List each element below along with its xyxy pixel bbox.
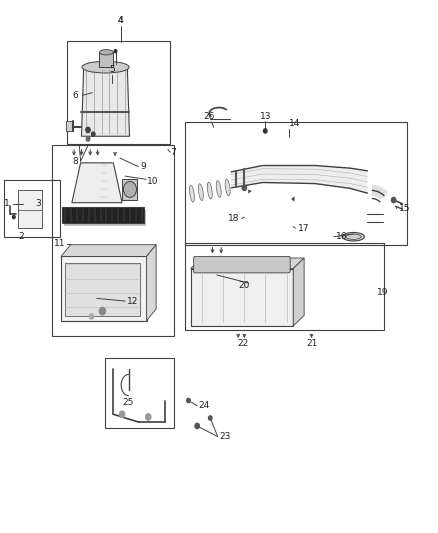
Text: 14: 14 <box>289 119 300 128</box>
Polygon shape <box>248 189 252 193</box>
Circle shape <box>187 398 190 402</box>
Ellipse shape <box>82 61 129 73</box>
Bar <box>122 179 138 200</box>
Bar <box>65 263 140 317</box>
Bar <box>67 41 170 144</box>
Polygon shape <box>191 258 304 269</box>
Ellipse shape <box>190 185 194 202</box>
Ellipse shape <box>198 184 203 200</box>
Bar <box>18 190 42 228</box>
Bar <box>191 269 293 326</box>
Polygon shape <box>291 196 294 201</box>
Polygon shape <box>81 67 130 136</box>
Ellipse shape <box>343 232 364 241</box>
Bar <box>62 207 144 223</box>
Ellipse shape <box>225 179 230 196</box>
Circle shape <box>208 416 212 420</box>
Circle shape <box>195 423 199 429</box>
Bar <box>185 243 384 330</box>
Text: 1: 1 <box>4 199 10 208</box>
FancyBboxPatch shape <box>194 256 290 273</box>
Text: 5: 5 <box>109 66 115 74</box>
Polygon shape <box>72 163 122 203</box>
Circle shape <box>89 314 94 319</box>
Text: 4: 4 <box>118 17 124 26</box>
Bar <box>66 122 73 131</box>
Text: 11: 11 <box>54 239 65 248</box>
Circle shape <box>242 185 247 190</box>
Circle shape <box>12 215 15 219</box>
Text: 26: 26 <box>204 112 215 121</box>
Ellipse shape <box>99 50 113 55</box>
Circle shape <box>120 411 125 417</box>
Text: 3: 3 <box>35 199 41 208</box>
Text: 4: 4 <box>118 17 124 26</box>
Text: 8: 8 <box>73 157 78 166</box>
Ellipse shape <box>216 181 221 197</box>
Text: 24: 24 <box>198 401 209 410</box>
Circle shape <box>264 129 267 133</box>
Bar <box>185 122 407 245</box>
Bar <box>61 256 147 321</box>
Circle shape <box>114 50 117 53</box>
Circle shape <box>99 308 106 315</box>
Text: 19: 19 <box>377 287 389 296</box>
Text: 7: 7 <box>170 148 176 157</box>
Polygon shape <box>147 245 156 321</box>
Text: 22: 22 <box>238 338 249 348</box>
Circle shape <box>86 127 90 133</box>
Text: 20: 20 <box>239 281 250 290</box>
Text: 18: 18 <box>228 214 240 223</box>
Bar <box>106 359 174 427</box>
Polygon shape <box>231 165 367 193</box>
Bar <box>4 180 60 237</box>
Text: 25: 25 <box>122 398 134 407</box>
Polygon shape <box>61 245 156 256</box>
Text: 16: 16 <box>336 232 347 241</box>
Circle shape <box>86 137 90 141</box>
Bar <box>99 52 113 67</box>
Bar <box>52 146 174 336</box>
Text: 13: 13 <box>260 111 271 120</box>
Text: 6: 6 <box>73 91 78 100</box>
Text: 23: 23 <box>219 432 230 441</box>
Circle shape <box>392 197 396 203</box>
Circle shape <box>146 414 151 420</box>
Ellipse shape <box>207 182 212 199</box>
Text: 12: 12 <box>127 296 139 305</box>
Ellipse shape <box>28 201 36 216</box>
Circle shape <box>124 181 137 197</box>
Text: 9: 9 <box>141 162 146 171</box>
Text: 15: 15 <box>399 204 410 213</box>
Polygon shape <box>293 258 304 326</box>
Text: 17: 17 <box>297 224 309 233</box>
Text: 2: 2 <box>19 232 25 241</box>
Text: 10: 10 <box>147 177 159 186</box>
Text: 21: 21 <box>307 338 318 348</box>
Circle shape <box>92 132 95 136</box>
Bar <box>64 210 146 226</box>
